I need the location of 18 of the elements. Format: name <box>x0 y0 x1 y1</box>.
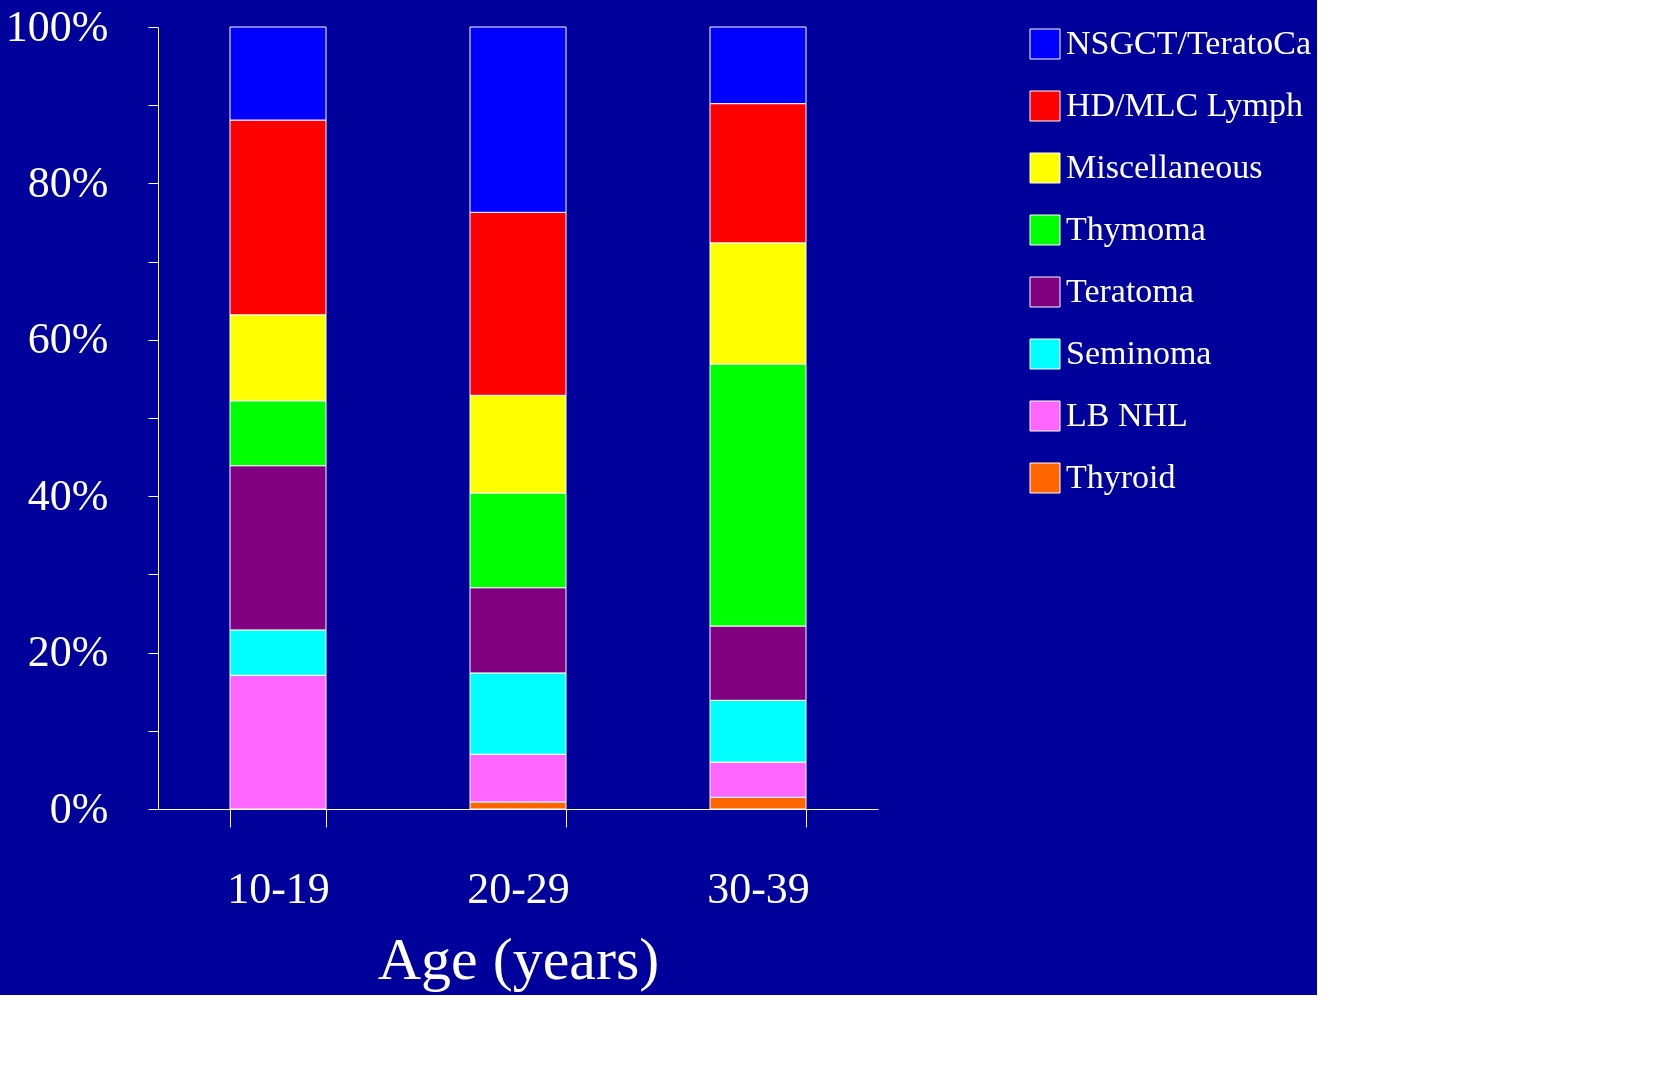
legend-label: NSGCT/TeratoCa <box>1066 24 1312 61</box>
y-tick-label: 100% <box>5 1 109 51</box>
legend-label: LB NHL <box>1066 396 1188 433</box>
y-tick-label: 0% <box>49 783 109 833</box>
y-tick-label: 40% <box>27 470 109 520</box>
x-tick-label: 30-39 <box>707 863 810 913</box>
legend-label: Teratoma <box>1066 272 1194 309</box>
legend-label: Thyroid <box>1066 458 1176 495</box>
legend-label: Thymoma <box>1066 210 1206 247</box>
x-tick-label: 20-29 <box>467 863 570 913</box>
legend-label: Miscellaneous <box>1066 148 1263 185</box>
y-tick-label: 60% <box>27 314 109 364</box>
y-tick-label: 80% <box>27 157 109 207</box>
x-tick-label: 10-19 <box>227 863 330 913</box>
legend-label: Seminoma <box>1066 334 1212 371</box>
y-tick-label: 20% <box>27 627 109 677</box>
x-axis-title: Age (years) <box>377 925 660 992</box>
legend-label: HD/MLC Lymph <box>1066 86 1304 123</box>
